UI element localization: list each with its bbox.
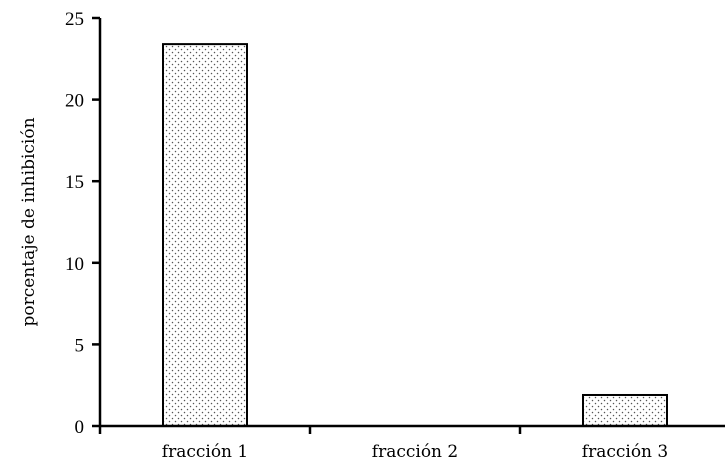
bars-group [162, 43, 668, 428]
bar-1 [162, 43, 248, 427]
x-category-label: fracción 1 [162, 442, 248, 462]
x-category-label: fracción 3 [582, 442, 668, 462]
y-tick-label: 0 [75, 417, 85, 438]
x-ticks-group: fracción 1 fracción 2 fracción 3 [98, 426, 668, 462]
y-tick-label: 20 [65, 91, 84, 112]
y-ticks-group: 0 5 10 15 20 25 [65, 9, 100, 438]
x-category-label: fracción 2 [372, 442, 458, 462]
y-tick-label: 15 [65, 172, 84, 193]
y-tick-label: 10 [65, 254, 84, 275]
y-tick-label: 5 [75, 335, 85, 356]
y-axis-title: porcentaje de inhibición [19, 117, 39, 326]
bar-3 [582, 393, 668, 428]
y-tick-label: 25 [65, 9, 84, 30]
